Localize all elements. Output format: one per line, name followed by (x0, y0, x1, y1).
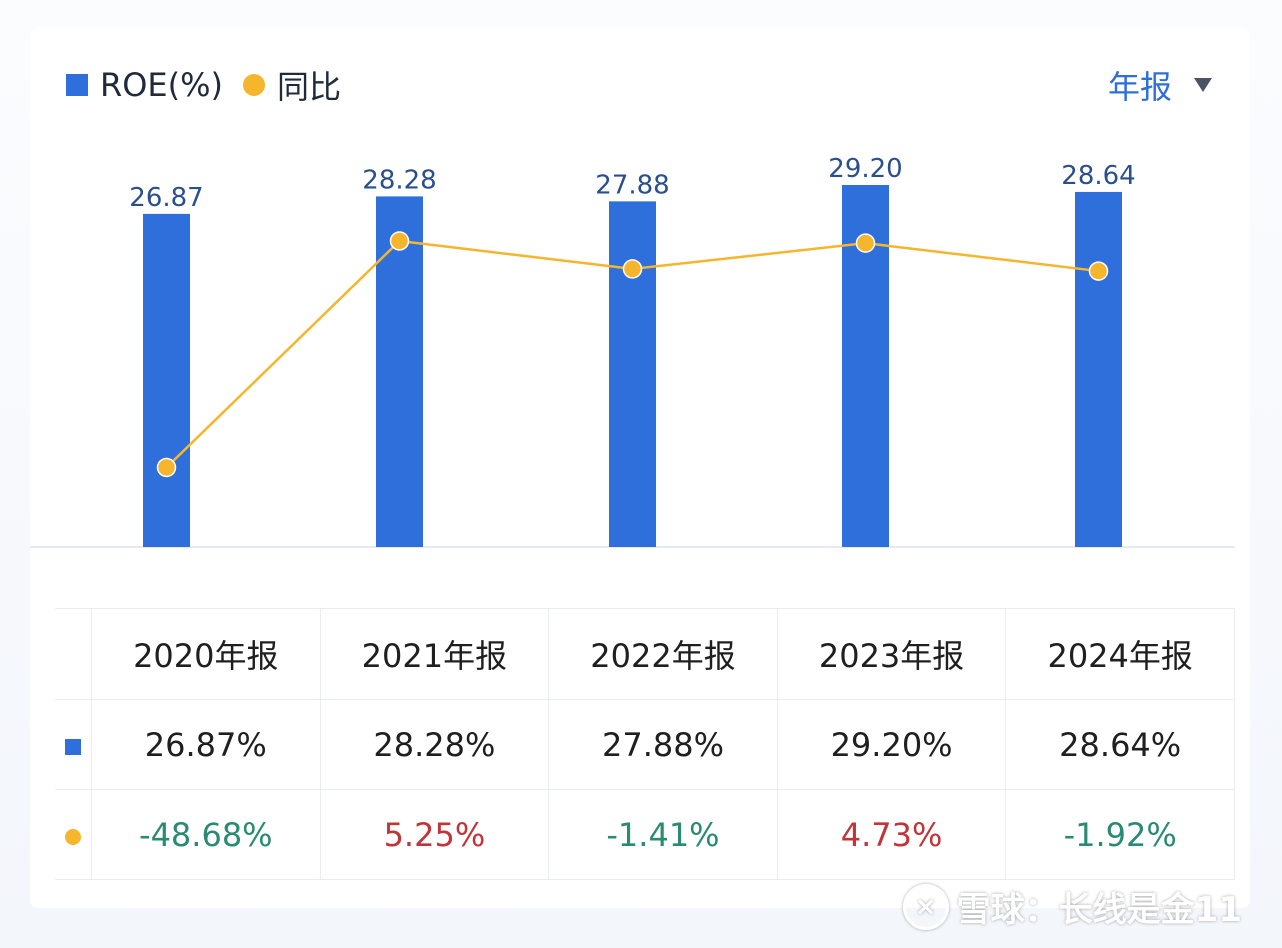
table-cell-roe: 28.64% (1005, 699, 1235, 790)
table-cell-yoy: 4.73% (776, 789, 1007, 880)
legend-roe-label: ROE(%) (100, 66, 224, 104)
yoy-point[interactable] (156, 457, 177, 478)
bar-series-square-icon (65, 738, 81, 755)
caret-down-icon (1194, 78, 1212, 92)
period-dropdown[interactable]: 年报 (1108, 62, 1212, 108)
roe-bar[interactable] (609, 201, 656, 547)
roe-bar[interactable] (1075, 191, 1122, 548)
table-header-row: 2020年报 2021年报 2022年报 2023年报 2024年报 (55, 608, 1235, 700)
table-row-roe: 26.87% 28.28% 27.88% 29.20% 28.64% (55, 699, 1235, 790)
yoy-point[interactable] (855, 233, 876, 253)
line-series-swatch-icon (243, 74, 266, 96)
line-series-dot-icon (65, 828, 81, 845)
bar-series-swatch-icon (66, 74, 88, 96)
table-cell-yoy: -1.41% (548, 789, 778, 880)
table-cell-yoy: -1.92% (1005, 789, 1235, 880)
table-cell-roe: 27.88% (548, 699, 778, 790)
watermark: × 雪球：长线是金11 (902, 882, 1242, 931)
table-cell-roe: 26.87% (91, 699, 321, 790)
table-cell-roe: 29.20% (776, 699, 1007, 790)
table-corner-cell (55, 608, 92, 700)
data-table: 2020年报 2021年报 2022年报 2023年报 2024年报 26.87… (55, 608, 1235, 880)
watermark-text: 雪球：长线是金11 (956, 890, 1242, 930)
legend-yoy[interactable]: 同比 (243, 62, 341, 108)
period-dropdown-value: 年报 (1107, 68, 1172, 106)
legend-roe[interactable]: ROE(%) (66, 66, 223, 104)
roe-row-marker (55, 699, 92, 790)
bar-value-label: 26.87 (129, 183, 203, 213)
yoy-point[interactable] (389, 231, 410, 251)
bar-value-label: 29.20 (828, 154, 902, 184)
table-header-cell: 2022年报 (548, 608, 778, 700)
yoy-point[interactable] (622, 259, 643, 279)
table-header-cell: 2020年报 (91, 608, 321, 700)
table-header-cell: 2024年报 (1005, 608, 1235, 700)
chart-legend: ROE(%) 同比 (66, 62, 351, 108)
yoy-point[interactable] (1088, 261, 1109, 281)
yoy-row-marker (55, 789, 92, 880)
legend-yoy-label: 同比 (277, 68, 342, 106)
bar-value-label: 28.28 (362, 165, 436, 195)
roe-chart: 26.87 28.28 27.88 29.20 28.64 (30, 154, 1235, 548)
table-header-cell: 2023年报 (776, 608, 1007, 700)
snowball-logo-icon: × (902, 883, 949, 930)
table-row-yoy: -48.68% 5.25% -1.41% 4.73% -1.92% (55, 789, 1235, 880)
bar-value-label: 28.64 (1061, 161, 1135, 191)
table-header-cell: 2021年报 (319, 608, 550, 700)
table-cell-yoy: 5.25% (319, 789, 550, 880)
table-cell-roe: 28.28% (319, 699, 550, 790)
table-cell-yoy: -48.68% (91, 789, 321, 880)
bar-value-label: 27.88 (595, 170, 669, 200)
roe-bar[interactable] (143, 213, 190, 547)
